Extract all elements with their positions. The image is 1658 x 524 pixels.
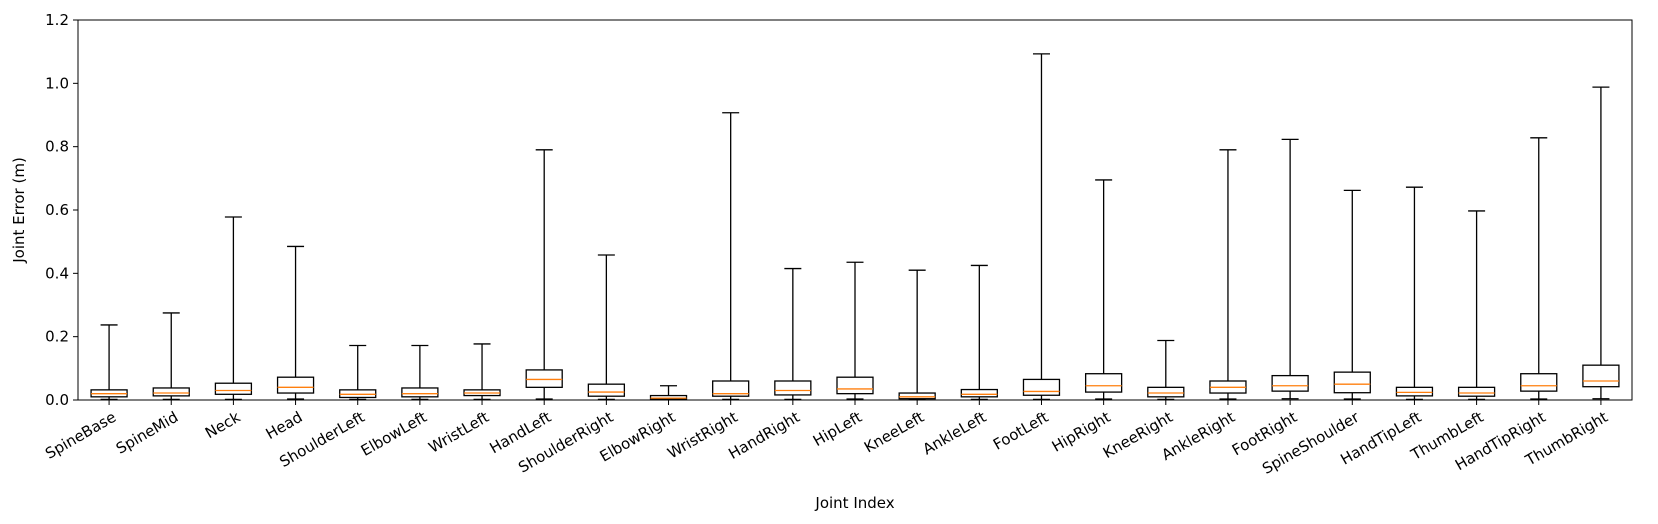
box-group-HandLeft: [525, 149, 563, 400]
box-group-ShoulderRight: [587, 254, 626, 401]
box: [1582, 364, 1620, 388]
box: [276, 376, 315, 394]
plot-marks: [90, 53, 1620, 401]
box: [214, 382, 253, 395]
box: [1271, 374, 1309, 392]
box-group-ElbowRight: [649, 385, 688, 401]
x-tick-label: FootLeft: [990, 408, 1052, 454]
x-tick-label: Head: [263, 408, 306, 443]
box: [525, 369, 563, 388]
box-group-SpineMid: [152, 312, 190, 401]
x-axis-label: Joint Index: [814, 494, 894, 512]
y-tick-label: 0.4: [45, 264, 69, 282]
box-group-WristRight: [712, 112, 750, 401]
box: [401, 387, 439, 398]
box: [1520, 373, 1558, 392]
box-group-ThumbLeft: [1457, 210, 1496, 401]
x-tick-label: SpineMid: [113, 408, 181, 458]
box-group-SpineBase: [90, 324, 128, 401]
x-tick-label: KneeLeft: [861, 408, 927, 457]
y-tick-label: 0.8: [45, 138, 69, 156]
box-group-ElbowLeft: [401, 344, 439, 401]
box-group-AnkleRight: [1209, 149, 1247, 400]
box: [1333, 371, 1371, 394]
box-group-ShoulderLeft: [339, 344, 377, 401]
x-tick-label: HipLeft: [810, 408, 865, 450]
box: [960, 388, 998, 398]
box-group-FootLeft: [1022, 53, 1061, 401]
box-group-Head: [276, 245, 315, 400]
box-group-HandTipLeft: [1395, 186, 1434, 401]
box-group-AnkleLeft: [960, 264, 998, 401]
box: [1395, 386, 1434, 397]
y-tick-label: 1.0: [45, 74, 69, 92]
y-tick-label: 0.0: [45, 391, 69, 409]
box: [1147, 386, 1185, 398]
y-axis: 0.0 0.2 0.4 0.6 0.8 1.0 1.2: [45, 11, 78, 409]
box: [587, 383, 626, 397]
box-group-HandTipRight: [1520, 137, 1558, 400]
box-group-FootRight: [1271, 138, 1309, 400]
box: [712, 380, 750, 397]
box: [774, 380, 812, 396]
box-group-HipRight: [1084, 179, 1123, 400]
box-group-HipLeft: [836, 261, 874, 400]
box-group-SpineShoulder: [1333, 189, 1371, 400]
box: [898, 392, 936, 400]
box-group-KneeLeft: [898, 269, 936, 401]
box-group-WristLeft: [463, 343, 501, 401]
box-group-KneeRight: [1147, 339, 1185, 401]
box: [152, 387, 190, 397]
y-tick-label: 1.2: [45, 11, 69, 29]
x-tick-label: HandRight: [725, 408, 803, 463]
box-group-ThumbRight: [1582, 86, 1620, 400]
y-tick-label: 0.6: [45, 201, 69, 219]
x-tick-label: WristLeft: [426, 408, 493, 457]
y-axis-label: Joint Error (m): [10, 157, 28, 264]
x-tick-label: AnkleLeft: [920, 408, 990, 459]
x-tick-label: Neck: [202, 408, 244, 442]
box: [1022, 378, 1061, 396]
box: [1084, 373, 1123, 393]
y-tick-label: 0.2: [45, 328, 69, 346]
box: [649, 394, 688, 400]
box: [1457, 386, 1496, 397]
x-tick-label: ElbowLeft: [358, 408, 430, 460]
box-group-HandRight: [774, 267, 812, 401]
box-group-Neck: [214, 216, 253, 401]
box: [836, 376, 874, 395]
x-tick-label: SpineBase: [42, 408, 119, 463]
